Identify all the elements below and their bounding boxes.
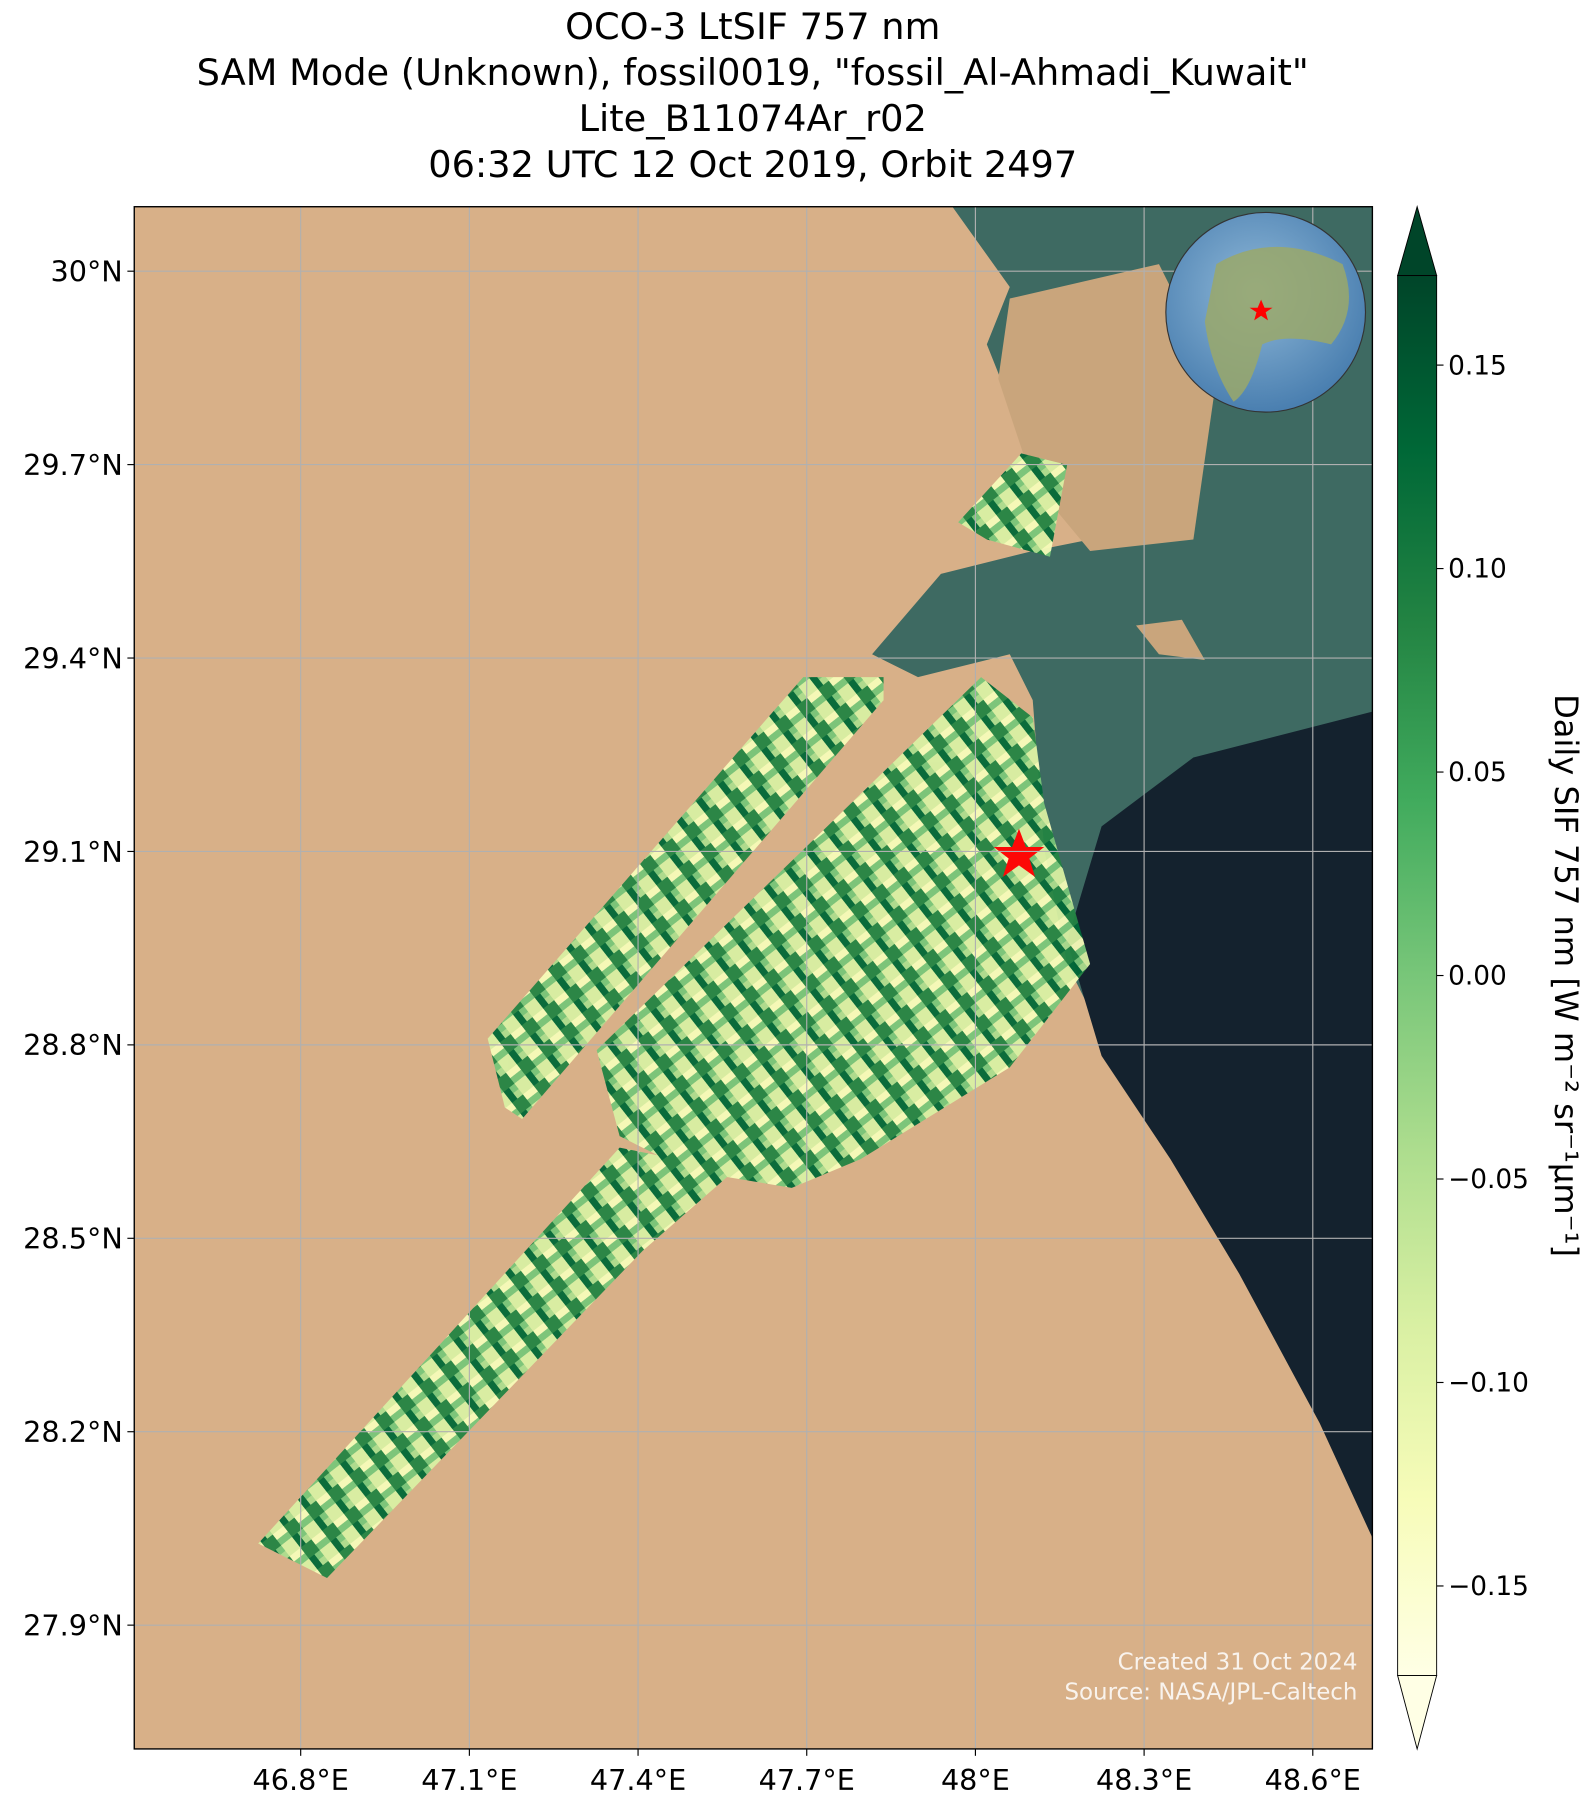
colorbar-label: Daily SIF 757 nm [W m⁻² sr⁻¹μm⁻¹] bbox=[1547, 694, 1585, 1257]
credits: Created 31 Oct 2024 Source: NASA/JPL-Calt… bbox=[1064, 1650, 1357, 1706]
x-tick-label: 48.3°E bbox=[1096, 1763, 1192, 1795]
y-tick-label: 30°N bbox=[50, 255, 122, 289]
chart-title: OCO-3 LtSIF 757 nm bbox=[565, 5, 940, 48]
credit-text: Source: NASA/JPL-Caltech bbox=[1064, 1680, 1357, 1706]
colorbar-extend-min bbox=[1397, 1675, 1438, 1751]
x-tick-label: 47.7°E bbox=[759, 1763, 855, 1795]
y-tick-label: 28.2°N bbox=[23, 1415, 123, 1449]
chart-title: 06:32 UTC 12 Oct 2019, Orbit 2497 bbox=[428, 143, 1077, 186]
colorbar-tick-label: −0.05 bbox=[1448, 1165, 1529, 1195]
sif-swaths bbox=[258, 453, 1091, 1578]
credit-text: Created 31 Oct 2024 bbox=[1118, 1650, 1358, 1676]
y-tick-label: 27.9°N bbox=[23, 1608, 123, 1642]
y-tick-label: 28.5°N bbox=[23, 1222, 123, 1256]
x-tick-label: 46.8°E bbox=[253, 1763, 349, 1795]
colorbar-tick-label: 0.00 bbox=[1448, 962, 1507, 992]
colorbar-tick-label: 0.10 bbox=[1448, 555, 1507, 585]
chart-title: Lite_B11074Ar_r02 bbox=[579, 97, 927, 140]
y-tick-label: 29.1°N bbox=[23, 835, 123, 869]
y-tick-label: 28.8°N bbox=[23, 1028, 123, 1062]
y-tick-label: 29.7°N bbox=[23, 448, 123, 482]
map-frame bbox=[133, 206, 1374, 1750]
globe-inset bbox=[1165, 211, 1367, 413]
y-tick-label: 29.4°N bbox=[23, 641, 123, 675]
colorbar-tick-label: 0.05 bbox=[1448, 758, 1507, 788]
x-tick-label: 48.6°E bbox=[1265, 1763, 1361, 1795]
x-tick-label: 47.4°E bbox=[590, 1763, 686, 1795]
colorbar-tick-label: 0.15 bbox=[1448, 351, 1507, 381]
grid bbox=[127, 206, 1373, 1756]
x-tick-label: 47.1°E bbox=[421, 1763, 517, 1795]
colorbar-bar bbox=[1397, 275, 1438, 1676]
colorbar-tick-label: −0.15 bbox=[1448, 1572, 1529, 1602]
colorbar: −0.15 −0.10 −0.05 0.00 0.05 0.10 0.15 Daily SIF… bbox=[1397, 205, 1585, 1751]
x-tick-label: 48°E bbox=[941, 1763, 1010, 1795]
chart-title: SAM Mode (Unknown), fossil0019, "fossil_… bbox=[197, 51, 1309, 94]
colorbar-extend-max bbox=[1397, 205, 1438, 277]
colorbar-tick-label: −0.10 bbox=[1448, 1369, 1529, 1399]
